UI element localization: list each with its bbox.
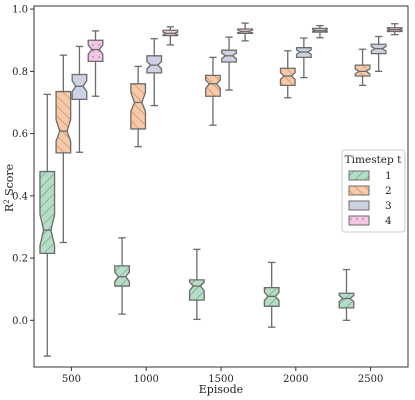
y-tick-label: 0.4 — [12, 191, 28, 202]
box-t2-ep1000 — [130, 65, 147, 148]
box-t2-ep2000 — [279, 50, 296, 99]
legend-label: 2 — [385, 185, 392, 197]
legend-title: Timestep t — [345, 154, 402, 166]
box-t3-ep1500 — [221, 36, 237, 91]
box-t2-ep2500 — [354, 48, 371, 87]
box-body — [354, 64, 371, 77]
y-axis: 0.0 0.2 0.4 0.6 0.8 1.0 — [12, 5, 34, 327]
legend-label: 4 — [385, 215, 392, 227]
x-tick-label: 1500 — [208, 374, 233, 385]
y-tick-label: 0.0 — [12, 316, 28, 327]
y-axis-label: R2 Score — [3, 164, 16, 212]
box-t1-ep2500 — [338, 268, 355, 321]
x-axis: 500 1000 1500 2000 2500 — [62, 367, 383, 385]
box-t1-ep1000 — [114, 237, 131, 315]
box-body — [114, 265, 131, 287]
box-t4-ep1500 — [237, 22, 254, 42]
x-tick-label: 2500 — [358, 374, 383, 385]
legend-swatch — [348, 215, 370, 226]
y-tick-label: 0.2 — [12, 254, 28, 265]
legend-swatch — [348, 185, 370, 196]
box-t2-ep1500 — [205, 56, 221, 126]
box-body — [279, 67, 296, 87]
x-tick-label: 1000 — [133, 374, 158, 385]
box-body — [205, 74, 221, 97]
legend-item-1: 1 — [348, 170, 392, 182]
box-body — [146, 55, 163, 74]
box-t4-ep500 — [87, 30, 104, 97]
y-tick-label: 0.6 — [12, 129, 28, 140]
boxes-layer — [39, 22, 403, 357]
legend-swatch — [348, 200, 370, 211]
legend-swatch — [348, 170, 370, 181]
legend-item-4: 4 — [348, 215, 392, 227]
box-t2-ep500 — [55, 54, 72, 244]
legend-item-3: 3 — [348, 200, 392, 212]
box-body — [87, 39, 104, 63]
box-body — [39, 170, 56, 255]
box-t4-ep2500 — [386, 23, 403, 36]
y-tick-label: 0.8 — [12, 67, 28, 78]
y-tick-label: 1.0 — [12, 5, 28, 16]
legend-label: 1 — [385, 170, 392, 182]
box-t3-ep2000 — [295, 37, 312, 79]
box-body — [55, 90, 72, 154]
box-t4-ep2000 — [311, 24, 328, 39]
box-body — [130, 83, 147, 130]
box-t3-ep2500 — [370, 35, 387, 73]
legend-items: 1 2 3 4 — [348, 170, 392, 227]
x-axis-label: Episode — [199, 383, 243, 396]
box-body — [188, 279, 205, 301]
box-t1-ep2000 — [263, 261, 280, 328]
box-t1-ep1500 — [188, 248, 205, 321]
x-tick-label: 500 — [62, 374, 81, 385]
legend-label: 3 — [385, 200, 392, 212]
box-t3-ep1000 — [146, 38, 163, 107]
box-t1-ep500 — [39, 93, 56, 357]
x-tick-label: 2000 — [283, 374, 308, 385]
box-t4-ep1000 — [162, 26, 179, 46]
legend: Timestep t 1 2 3 4 — [341, 149, 406, 233]
box-t3-ep500 — [71, 45, 88, 153]
box-body — [338, 292, 355, 309]
legend-item-2: 2 — [348, 185, 392, 197]
